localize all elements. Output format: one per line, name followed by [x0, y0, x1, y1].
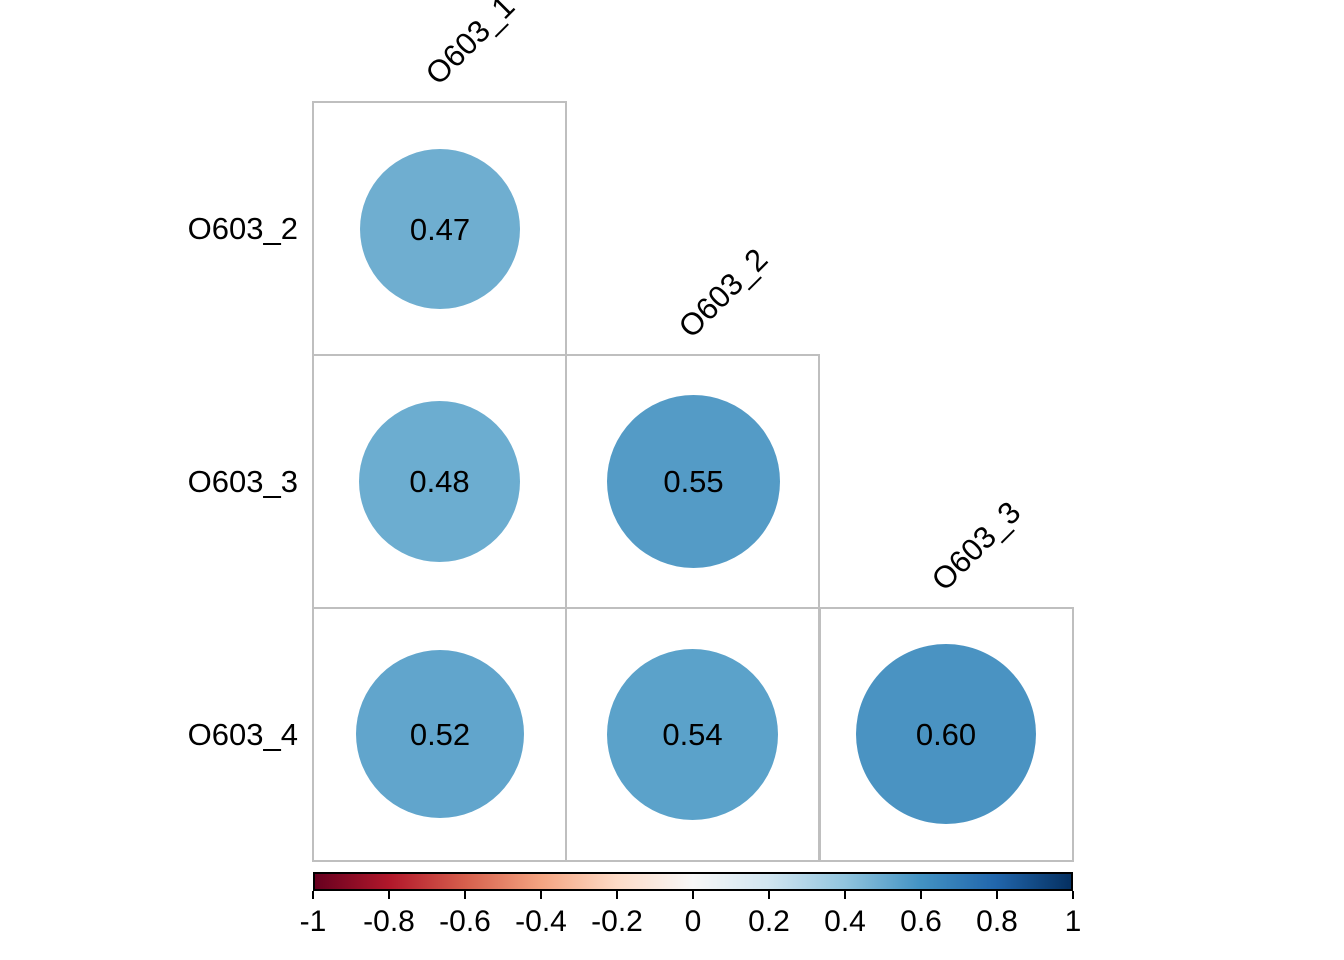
column-label: O603_1 — [418, 0, 522, 92]
colorbar-tick — [844, 891, 846, 899]
colorbar-tick — [464, 891, 466, 899]
column-label: O603_3 — [924, 494, 1028, 598]
row-label: O603_3 — [187, 464, 298, 499]
colorbar-tick-label: 0.8 — [976, 905, 1018, 938]
colorbar-tick-label: -0.4 — [515, 905, 567, 938]
colorbar-gradient — [313, 872, 1073, 891]
correlation-value: 0.54 — [662, 717, 723, 752]
colorbar-tick-label: -0.2 — [591, 905, 643, 938]
correlation-value: 0.48 — [409, 464, 470, 499]
row-label: O603_4 — [187, 717, 298, 752]
correlation-value: 0.52 — [409, 716, 471, 752]
colorbar-tick — [996, 891, 998, 899]
correlation-circle: 0.47 — [360, 149, 520, 309]
colorbar-tick-label: 0.6 — [900, 905, 942, 938]
colorbar-tick — [692, 891, 694, 899]
correlation-circle: 0.48 — [359, 401, 520, 562]
colorbar-tick-label: -0.8 — [363, 905, 415, 938]
column-label: O603_2 — [671, 241, 775, 345]
correlation-circle: 0.54 — [607, 649, 778, 820]
colorbar-tick-label: -1 — [299, 905, 327, 938]
colorbar-tick — [388, 891, 390, 899]
colorbar-tick-label: 1 — [1064, 905, 1082, 938]
colorbar-tick — [768, 891, 770, 899]
colorbar-tick — [616, 891, 618, 899]
matrix-cell — [819, 607, 1074, 862]
correlation-value: 0.55 — [663, 464, 724, 499]
colorbar-tick — [540, 891, 542, 899]
correlation-circle: 0.52 — [356, 650, 524, 818]
colorbar-tick-label: 0 — [684, 905, 702, 938]
correlation-circle: 0.60 — [856, 644, 1036, 824]
correlation-value: 0.47 — [409, 211, 471, 247]
colorbar-tick-label: 0.2 — [748, 905, 790, 938]
colorbar-tick-label: -0.6 — [439, 905, 491, 938]
colorbar-tick — [1072, 891, 1074, 899]
correlation-circle: 0.55 — [607, 395, 780, 568]
colorbar-tick — [312, 891, 314, 899]
correlation-value: 0.60 — [915, 716, 977, 752]
colorbar-tick — [920, 891, 922, 899]
row-label: O603_2 — [187, 211, 298, 246]
colorbar-tick-label: 0.4 — [824, 905, 866, 938]
